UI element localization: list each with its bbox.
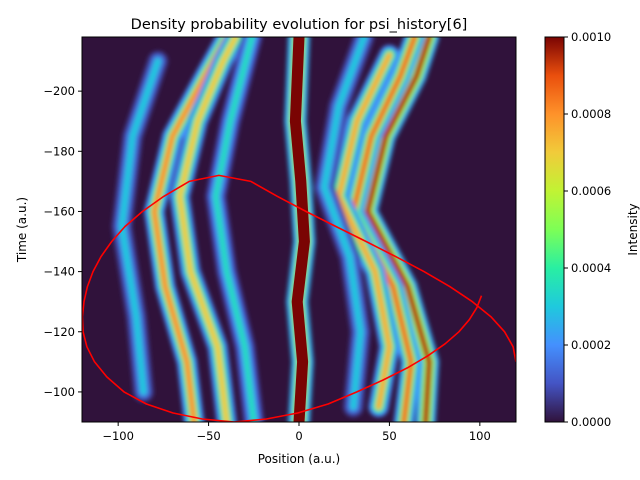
y-axis: −100 −120 −140 −160 −180 −200 (43, 84, 82, 399)
colorbar (545, 37, 564, 422)
x-tick-label: 100 (469, 429, 491, 443)
x-tick-label: 0 (295, 429, 302, 443)
y-tick-label: −180 (43, 144, 75, 158)
colorbar-tick-label: 0.0004 (571, 261, 611, 275)
colorbar-tick-label: 0.0010 (571, 30, 611, 44)
colorbar-label: Intensity (626, 203, 640, 255)
x-axis-label: Position (a.u.) (258, 452, 341, 466)
x-tick-label: 50 (382, 429, 397, 443)
y-tick-label: −140 (43, 265, 75, 279)
y-tick-label: −200 (43, 84, 75, 98)
y-tick-label: −120 (43, 325, 75, 339)
x-tick-label: −100 (102, 429, 134, 443)
colorbar-tick-label: 0.0006 (571, 184, 611, 198)
colorbar-tick-label: 0.0002 (571, 338, 611, 352)
x-tick-label: −50 (196, 429, 220, 443)
y-tick-label: −160 (43, 204, 75, 218)
colorbar-tick-label: 0.0008 (571, 107, 611, 121)
colorbar-ticks: 0.0000 0.0002 0.0004 0.0006 0.0008 0.0010 (564, 30, 611, 429)
y-tick-label: −100 (43, 385, 75, 399)
chart-title: Density probability evolution for psi_hi… (131, 17, 468, 33)
x-axis: −100 −50 0 50 100 (102, 422, 490, 443)
y-axis-label: Time (a.u.) (15, 197, 29, 263)
colorbar-tick-label: 0.0000 (571, 415, 611, 429)
